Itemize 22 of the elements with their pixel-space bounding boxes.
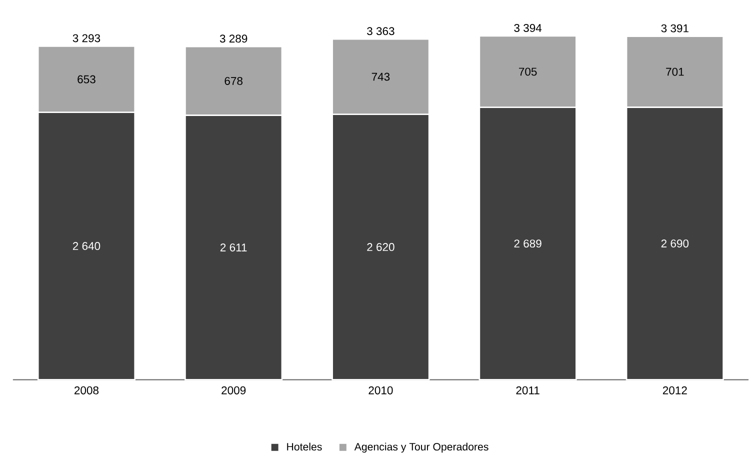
x-tick-label: 2008 [74, 386, 99, 394]
total-label: 3 289 [220, 34, 248, 42]
total-label: 3 363 [367, 26, 394, 35]
data-label: 2 620 [367, 242, 394, 251]
x-tick-label: 2010 [368, 386, 393, 394]
data-label: 743 [372, 72, 390, 81]
x-tick-label: 2011 [516, 386, 540, 394]
data-label: 2 611 [220, 243, 247, 252]
x-tick-label: 2012 [662, 386, 687, 394]
legend-label: Agencias y Tour Operadores [354, 442, 488, 452]
data-label: 701 [666, 68, 684, 76]
data-label: 2 690 [661, 239, 689, 248]
total-label: 3 394 [514, 24, 542, 32]
total-label: 3 391 [661, 24, 688, 32]
data-label: 678 [224, 76, 242, 85]
x-tick-label: 2009 [222, 386, 246, 394]
data-label: 653 [78, 75, 96, 84]
data-label: 2 640 [72, 242, 100, 250]
data-label: 2 689 [514, 239, 542, 248]
data-label: 705 [518, 68, 537, 76]
legend-label: Hoteles [287, 442, 322, 450]
total-label: 3 293 [72, 34, 100, 42]
